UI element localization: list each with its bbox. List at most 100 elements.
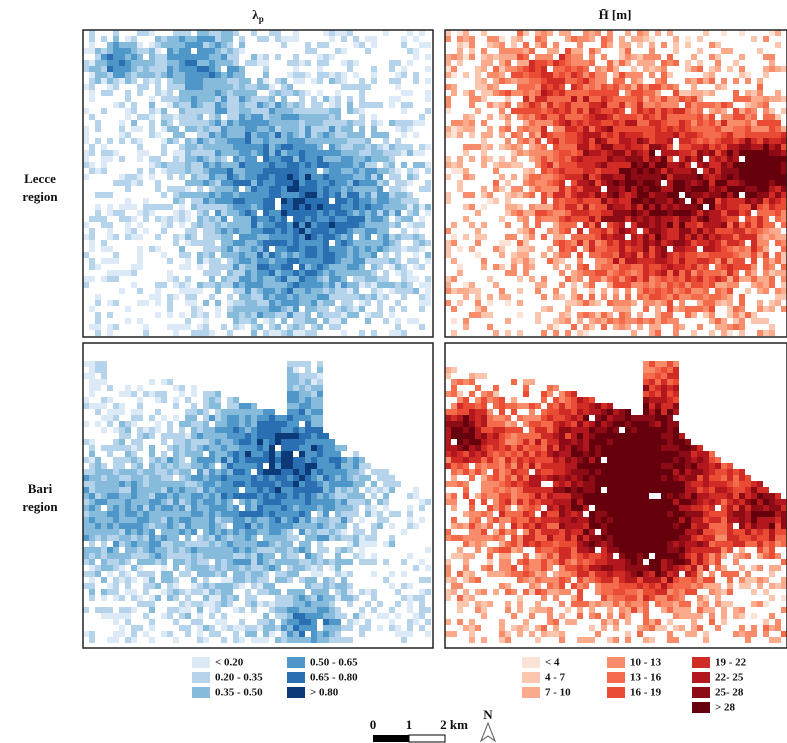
- map-cell: [173, 433, 179, 439]
- map-cell: [191, 499, 197, 505]
- map-cell: [715, 132, 721, 138]
- map-cell: [697, 264, 703, 270]
- map-cell: [155, 300, 161, 306]
- map-cell: [347, 216, 353, 222]
- map-cell: [359, 234, 365, 240]
- map-cell: [221, 282, 227, 288]
- map-cell: [281, 102, 287, 108]
- map-cell: [481, 120, 487, 126]
- map-cell: [559, 168, 565, 174]
- map-cell: [359, 90, 365, 96]
- map-cell: [673, 258, 679, 264]
- map-cell: [233, 216, 239, 222]
- map-cell: [389, 511, 395, 517]
- map-cell: [149, 499, 155, 505]
- map-cell: [395, 120, 401, 126]
- map-cell: [685, 36, 691, 42]
- map-cell: [269, 222, 275, 228]
- map-cell: [293, 54, 299, 60]
- map-cell: [679, 96, 685, 102]
- map-cell: [173, 463, 179, 469]
- map-cell: [353, 240, 359, 246]
- map-cell: [221, 439, 227, 445]
- map-cell: [413, 132, 419, 138]
- map-cell: [323, 240, 329, 246]
- map-cell: [89, 457, 95, 463]
- map-cell: [299, 210, 305, 216]
- map-cell: [317, 204, 323, 210]
- map-cell: [323, 264, 329, 270]
- map-cell: [191, 60, 197, 66]
- map-cell: [499, 36, 505, 42]
- map-cell: [185, 84, 191, 90]
- map-cell: [281, 493, 287, 499]
- map-cell: [329, 168, 335, 174]
- map-cell: [83, 499, 89, 505]
- map-cell: [401, 192, 407, 198]
- map-cell: [83, 48, 89, 54]
- map-cell: [185, 318, 191, 324]
- map-cell: [613, 282, 619, 288]
- map-cell: [709, 120, 715, 126]
- map-cell: [239, 102, 245, 108]
- map-cell: [481, 162, 487, 168]
- map-cell: [233, 451, 239, 457]
- map-cell: [263, 523, 269, 529]
- map-cell: [365, 511, 371, 517]
- map-cell: [311, 373, 317, 379]
- map-cell: [541, 102, 547, 108]
- map-cell: [137, 427, 143, 433]
- map-cell: [251, 433, 257, 439]
- map-cell: [155, 475, 161, 481]
- map-cell: [577, 102, 583, 108]
- map-cell: [221, 487, 227, 493]
- map-cell: [137, 463, 143, 469]
- map-cell: [227, 204, 233, 210]
- map-cell: [487, 276, 493, 282]
- map-cell: [445, 66, 451, 72]
- map-cell: [245, 445, 251, 451]
- map-cell: [317, 246, 323, 252]
- map-cell: [251, 252, 257, 258]
- map-cell: [763, 66, 769, 72]
- map-cell: [727, 150, 733, 156]
- map-cell: [649, 258, 655, 264]
- map-cell: [775, 168, 781, 174]
- map-cell: [769, 282, 775, 288]
- map-cell: [511, 78, 517, 84]
- map-cell: [371, 264, 377, 270]
- map-cell: [167, 306, 173, 312]
- map-cell: [239, 204, 245, 210]
- map-cell: [535, 84, 541, 90]
- map-cell: [589, 90, 595, 96]
- map-cell: [173, 36, 179, 42]
- map-cell: [245, 427, 251, 433]
- map-cell: [83, 174, 89, 180]
- map-cell: [275, 102, 281, 108]
- map-cell: [251, 318, 257, 324]
- map-cell: [137, 222, 143, 228]
- map-cell: [419, 282, 425, 288]
- map-cell: [709, 192, 715, 198]
- map-cell: [305, 240, 311, 246]
- map-cell: [227, 517, 233, 523]
- map-cell: [703, 120, 709, 126]
- map-cell: [323, 222, 329, 228]
- map-cell: [167, 433, 173, 439]
- map-cell: [505, 300, 511, 306]
- map-cell: [377, 186, 383, 192]
- map-cell: [329, 505, 335, 511]
- map-cell: [215, 427, 221, 433]
- map-cell: [685, 126, 691, 132]
- map-cell: [781, 222, 787, 228]
- map-cell: [383, 481, 389, 487]
- map-cell: [263, 102, 269, 108]
- map-cell: [517, 252, 523, 258]
- map-cell: [341, 457, 347, 463]
- map-cell: [739, 138, 745, 144]
- map-cell: [257, 258, 263, 264]
- map-cell: [493, 78, 499, 84]
- map-cell: [329, 36, 335, 42]
- map-cell: [667, 300, 673, 306]
- map-cell: [89, 90, 95, 96]
